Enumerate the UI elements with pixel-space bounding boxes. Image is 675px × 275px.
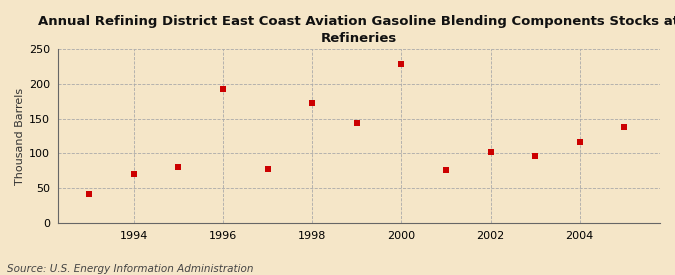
Y-axis label: Thousand Barrels: Thousand Barrels — [15, 87, 25, 185]
Point — [173, 165, 184, 170]
Point — [217, 86, 228, 91]
Text: Source: U.S. Energy Information Administration: Source: U.S. Energy Information Administ… — [7, 264, 253, 274]
Point — [441, 168, 452, 172]
Point — [262, 167, 273, 171]
Point — [84, 192, 95, 196]
Point — [530, 153, 541, 158]
Point — [128, 172, 139, 177]
Point — [574, 139, 585, 144]
Point — [396, 61, 407, 66]
Title: Annual Refining District East Coast Aviation Gasoline Blending Components Stocks: Annual Refining District East Coast Avia… — [38, 15, 675, 45]
Point — [306, 101, 317, 106]
Point — [619, 125, 630, 129]
Point — [351, 121, 362, 126]
Point — [485, 150, 496, 154]
